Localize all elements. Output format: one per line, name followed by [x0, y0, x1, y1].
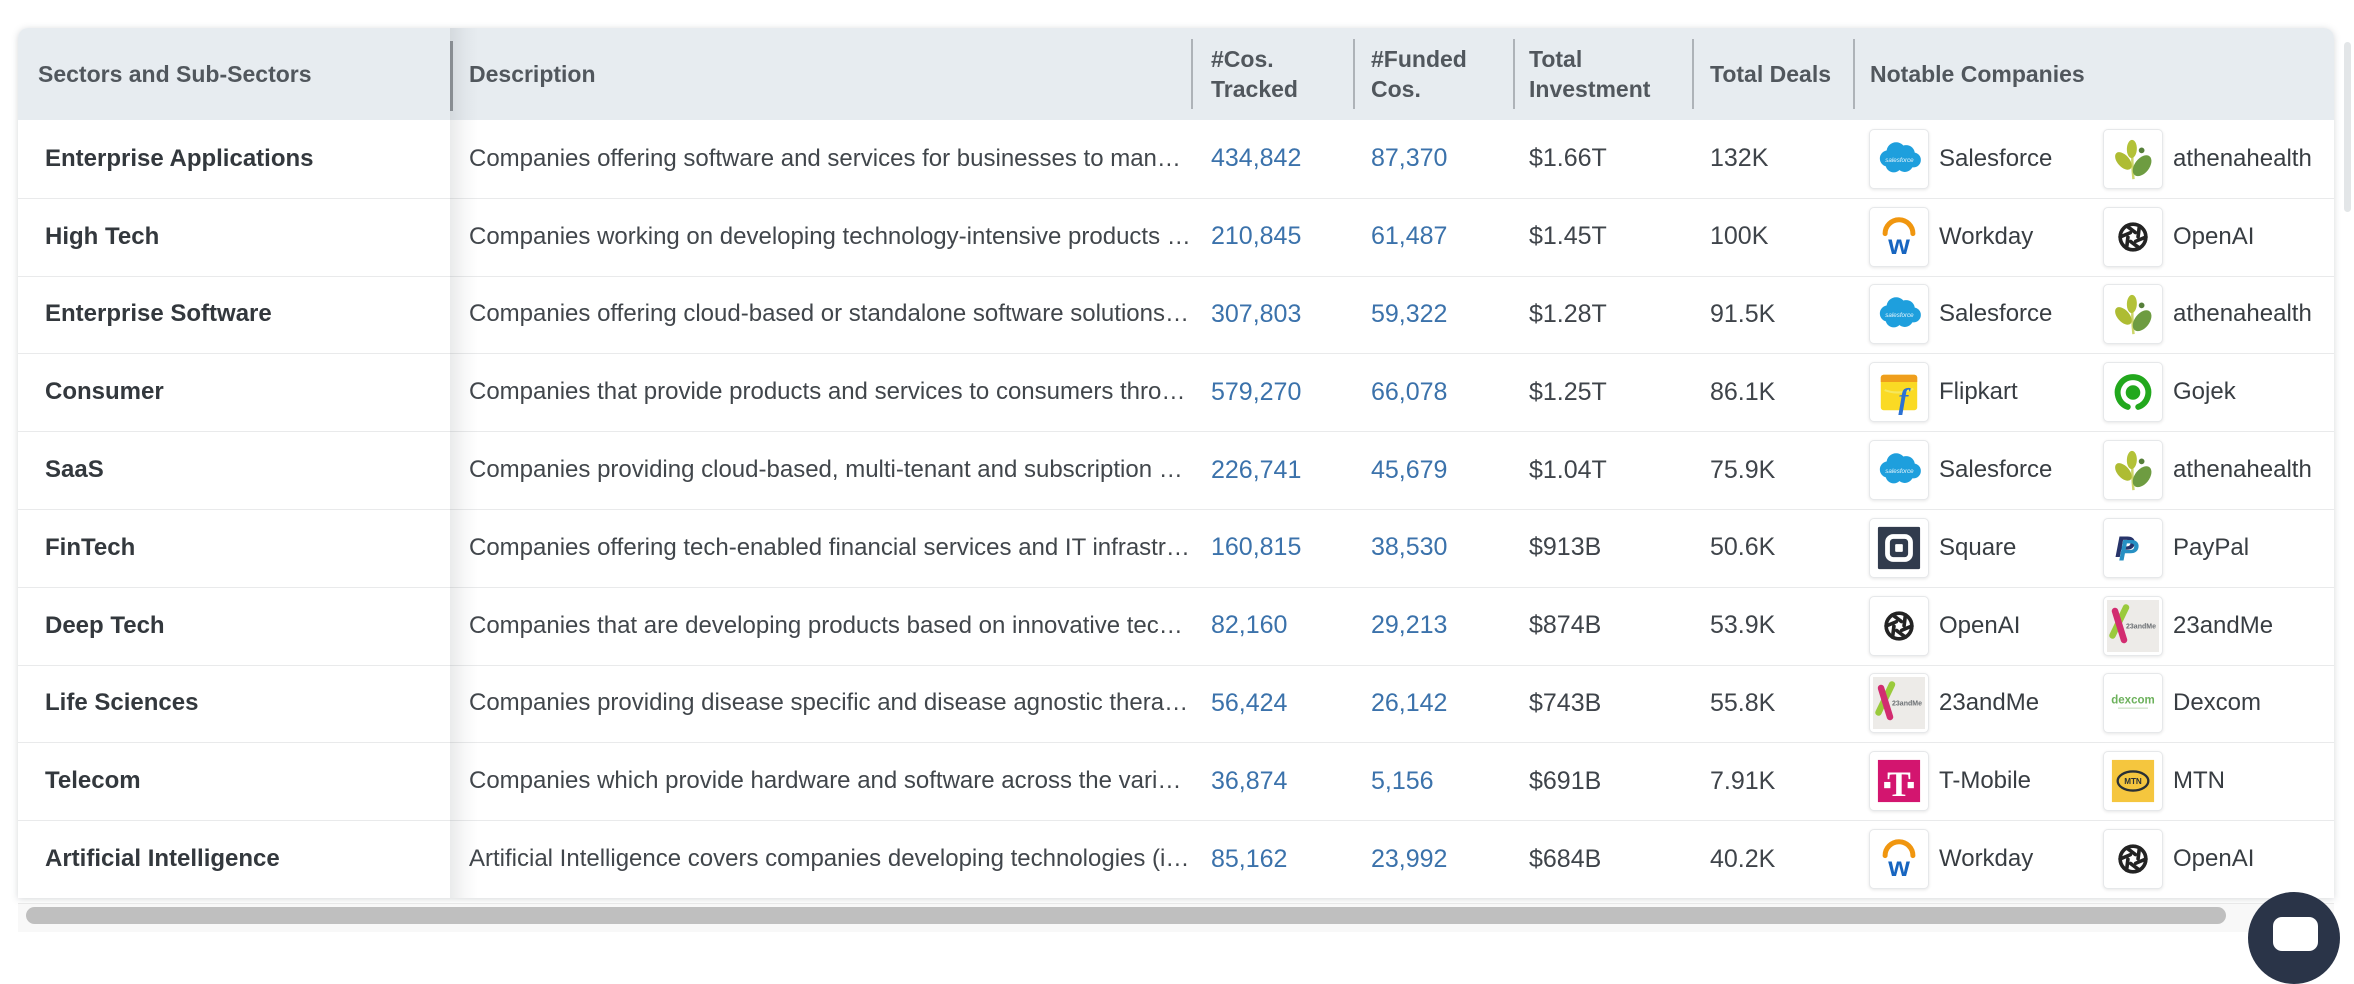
svg-text:23andMe: 23andMe	[2126, 623, 2156, 630]
svg-text:MTN: MTN	[2124, 777, 2142, 786]
svg-text:f: f	[1898, 384, 1911, 416]
svg-text:P: P	[2115, 531, 2135, 564]
svg-text:w: w	[1887, 228, 1910, 259]
svg-text:salesforce: salesforce	[1885, 312, 1914, 319]
svg-text:T: T	[1887, 764, 1911, 804]
svg-text:w: w	[1887, 851, 1910, 882]
svg-text:salesforce: salesforce	[1885, 157, 1914, 164]
svg-text:23andMe: 23andMe	[1892, 701, 1922, 708]
svg-text:salesforce: salesforce	[1885, 468, 1914, 475]
svg-text:P: P	[2119, 534, 2139, 567]
svg-text:dexcom: dexcom	[2111, 695, 2154, 707]
